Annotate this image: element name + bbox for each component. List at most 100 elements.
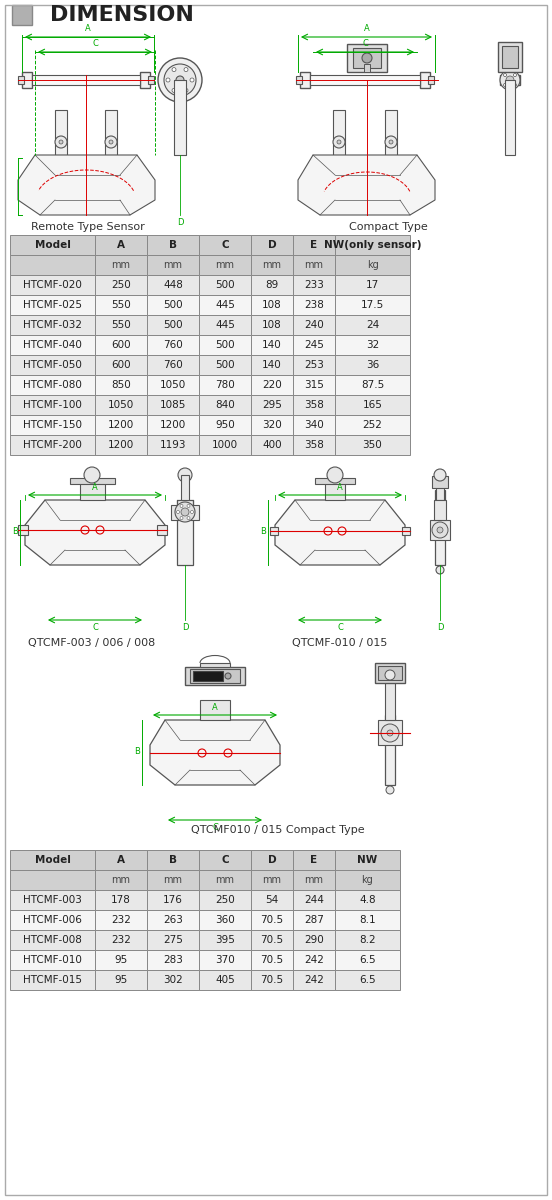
- Bar: [95, 335, 147, 355]
- Bar: [385, 110, 397, 155]
- Text: 70.5: 70.5: [261, 935, 284, 946]
- Text: HTCMF-006: HTCMF-006: [23, 914, 82, 925]
- Bar: [199, 434, 251, 455]
- Bar: [335, 970, 400, 990]
- Circle shape: [386, 786, 394, 794]
- Bar: [147, 235, 199, 254]
- Text: 242: 242: [304, 974, 324, 985]
- Bar: [147, 355, 199, 374]
- Bar: [147, 314, 199, 335]
- Bar: [293, 295, 335, 314]
- Bar: [10, 275, 95, 295]
- Bar: [293, 890, 335, 910]
- Bar: [10, 970, 95, 990]
- Bar: [335, 374, 410, 395]
- Text: 263: 263: [163, 914, 183, 925]
- Text: Compact Type: Compact Type: [349, 222, 427, 232]
- Bar: [251, 870, 293, 890]
- Text: 1200: 1200: [108, 420, 134, 430]
- Circle shape: [187, 516, 190, 520]
- Text: kg: kg: [362, 875, 373, 886]
- Bar: [293, 235, 335, 254]
- Circle shape: [172, 89, 176, 92]
- Text: Model: Model: [35, 854, 71, 865]
- Bar: [95, 254, 147, 275]
- Text: 360: 360: [215, 914, 235, 925]
- Bar: [200, 700, 230, 720]
- Text: 70.5: 70.5: [261, 914, 284, 925]
- Bar: [251, 395, 293, 415]
- Text: C: C: [92, 38, 98, 48]
- Circle shape: [59, 140, 63, 144]
- Bar: [251, 970, 293, 990]
- Text: 242: 242: [304, 955, 324, 965]
- Text: 4.8: 4.8: [359, 895, 376, 905]
- Text: 358: 358: [304, 400, 324, 410]
- Bar: [10, 434, 95, 455]
- Text: 950: 950: [215, 420, 235, 430]
- Bar: [502, 46, 518, 68]
- Bar: [95, 970, 147, 990]
- Bar: [251, 235, 293, 254]
- Bar: [432, 476, 448, 488]
- Text: 36: 36: [366, 360, 379, 370]
- Bar: [95, 950, 147, 970]
- Text: 8.2: 8.2: [359, 935, 376, 946]
- Bar: [293, 415, 335, 434]
- Bar: [95, 314, 147, 335]
- Bar: [300, 72, 310, 88]
- Text: 232: 232: [111, 914, 131, 925]
- Bar: [293, 870, 335, 890]
- Text: Model: Model: [35, 240, 71, 250]
- Circle shape: [190, 78, 194, 82]
- Circle shape: [385, 136, 397, 148]
- Text: B: B: [134, 748, 140, 756]
- Text: 500: 500: [163, 300, 183, 310]
- Bar: [353, 48, 381, 68]
- Text: 220: 220: [262, 380, 282, 390]
- Bar: [80, 480, 105, 500]
- Text: D: D: [268, 854, 277, 865]
- Bar: [95, 355, 147, 374]
- Bar: [199, 910, 251, 930]
- Text: 315: 315: [304, 380, 324, 390]
- Bar: [10, 930, 95, 950]
- Bar: [251, 254, 293, 275]
- Text: NW(only sensor): NW(only sensor): [324, 240, 421, 250]
- Circle shape: [105, 136, 117, 148]
- Bar: [335, 890, 400, 910]
- Text: 140: 140: [262, 360, 282, 370]
- Text: 1050: 1050: [160, 380, 186, 390]
- Text: 445: 445: [215, 320, 235, 330]
- Text: mm: mm: [163, 875, 183, 886]
- Bar: [140, 72, 150, 88]
- Bar: [10, 374, 95, 395]
- Bar: [147, 434, 199, 455]
- Text: 252: 252: [363, 420, 383, 430]
- Text: 1193: 1193: [160, 440, 186, 450]
- Text: C: C: [337, 623, 343, 632]
- Circle shape: [385, 670, 395, 680]
- Text: 760: 760: [163, 340, 183, 350]
- Bar: [435, 490, 445, 565]
- Text: 70.5: 70.5: [261, 955, 284, 965]
- Bar: [95, 930, 147, 950]
- Bar: [500, 74, 520, 85]
- Circle shape: [166, 78, 170, 82]
- Bar: [199, 950, 251, 970]
- Bar: [310, 74, 420, 85]
- Circle shape: [55, 136, 67, 148]
- Bar: [293, 950, 335, 970]
- Bar: [199, 415, 251, 434]
- Text: 400: 400: [262, 440, 282, 450]
- Text: 1050: 1050: [108, 400, 134, 410]
- Text: 54: 54: [266, 895, 279, 905]
- Text: mm: mm: [263, 875, 282, 886]
- Bar: [199, 295, 251, 314]
- Polygon shape: [298, 155, 435, 215]
- Text: HTCMF-200: HTCMF-200: [23, 440, 82, 450]
- Bar: [335, 235, 410, 254]
- Text: 244: 244: [304, 895, 324, 905]
- Circle shape: [362, 53, 372, 62]
- Text: HTCMF-003: HTCMF-003: [23, 895, 82, 905]
